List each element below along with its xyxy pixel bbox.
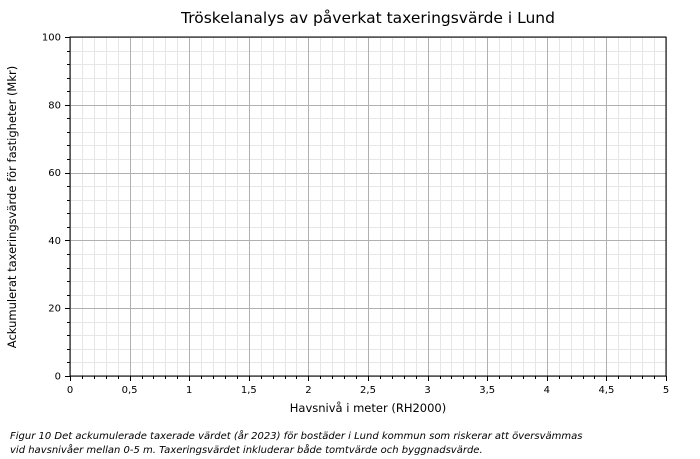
- x-tick-label: 2,5: [360, 385, 376, 396]
- x-tick-label: 4: [544, 385, 550, 396]
- x-tick-label: 1,5: [241, 385, 257, 396]
- y-tick-label: 0: [55, 372, 61, 383]
- y-axis-label: Ackumulerat taxeringsvärde för fastighet…: [5, 66, 19, 348]
- x-tick-label: 4,5: [598, 385, 614, 396]
- figure-caption-line1: Figur 10 Det ackumulerade taxerade värde…: [10, 429, 582, 442]
- x-tick-label: 1: [186, 385, 192, 396]
- y-tick-label: 60: [48, 168, 61, 179]
- y-tick-label: 40: [48, 236, 61, 247]
- x-tick-label: 0,5: [122, 385, 138, 396]
- figure-caption-line2: vid havsnivåer mellan 0-5 m. Taxeringsvä…: [10, 443, 483, 456]
- y-tick-label: 80: [48, 100, 61, 111]
- y-tick-label: 100: [42, 33, 61, 44]
- x-tick-label: 2: [305, 385, 311, 396]
- x-tick-label: 0: [67, 385, 73, 396]
- x-tick-label: 5: [663, 385, 669, 396]
- major-gridlines: [70, 37, 667, 377]
- chart-title: Tröskelanalys av påverkat taxeringsvärde…: [180, 9, 555, 27]
- axis-tick-labels: 0 0,5 1 1,5 2 2,5 3 3,5 4 4,5 5 0 20 40 60 80 100: [42, 33, 669, 397]
- x-tick-label: 3,5: [479, 385, 495, 396]
- axis-ticks: [65, 37, 667, 381]
- y-tick-label: 20: [48, 304, 61, 315]
- x-axis-label: Havsnivå i meter (RH2000): [290, 401, 446, 415]
- x-tick-label: 3: [424, 385, 430, 396]
